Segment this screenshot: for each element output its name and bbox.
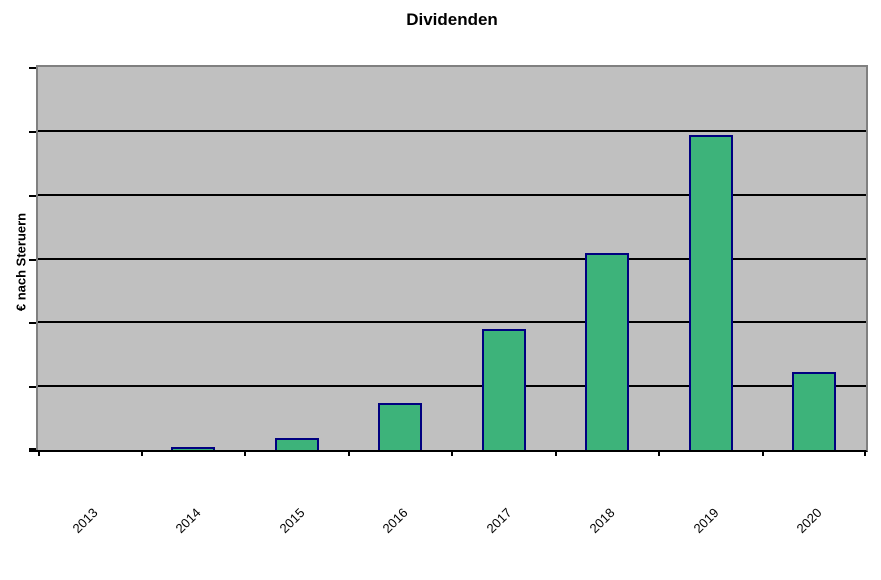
y-axis-tick (29, 386, 36, 389)
bar-2014 (171, 446, 216, 450)
bar-2015 (274, 437, 319, 450)
gridline (38, 129, 866, 132)
bar-2019 (688, 135, 733, 450)
x-axis-tick (658, 450, 660, 456)
x-axis-label: 2018 (586, 505, 618, 537)
x-axis-label: 2020 (793, 505, 825, 537)
x-axis-tick (761, 450, 764, 456)
x-axis-tick (38, 450, 40, 456)
x-axis-label: 2019 (690, 505, 722, 537)
bar-2017 (481, 328, 526, 450)
gridline (38, 193, 866, 196)
y-axis-tick (29, 322, 36, 325)
x-axis-label: 2013 (69, 505, 101, 537)
bar-2020 (792, 372, 837, 450)
x-axis-line-overhang (29, 450, 38, 452)
x-axis-tick (864, 450, 866, 456)
x-axis-tick (347, 450, 350, 456)
x-axis-label: 2015 (276, 505, 308, 537)
y-axis-tick (29, 67, 36, 69)
bar-2018 (585, 253, 630, 450)
x-axis-label: 2017 (483, 505, 515, 537)
y-axis-title: € nach Steruern (13, 212, 29, 312)
chart-title: Dividenden (406, 10, 498, 29)
y-axis-tick (29, 194, 36, 197)
x-axis-tick (244, 450, 246, 456)
gridline (38, 385, 866, 388)
y-axis-tick (29, 258, 36, 261)
gridline (38, 257, 866, 260)
y-axis-tick (29, 448, 36, 450)
plot-area (29, 65, 868, 456)
x-axis-tick (554, 450, 557, 456)
x-axis-label: 2014 (172, 505, 204, 537)
x-axis-tick (451, 450, 453, 456)
gridline (38, 321, 866, 324)
bar-2016 (378, 403, 423, 450)
x-axis-label: 2016 (379, 505, 411, 537)
x-axis-tick (140, 450, 143, 456)
y-axis-tick (29, 130, 36, 133)
